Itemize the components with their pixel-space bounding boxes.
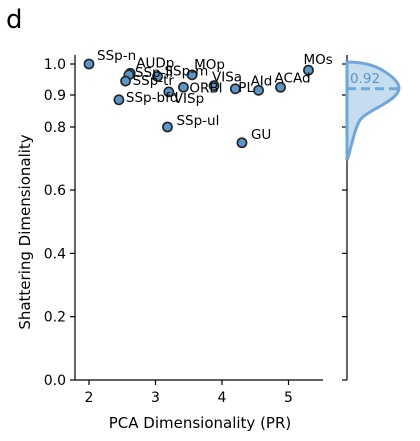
scatter-point [113,94,125,106]
x-tick-label: 2 [85,390,94,406]
y-tick-label: 0.4 [44,246,66,262]
point-label: AUDp [136,55,174,71]
x-tick-label: 5 [284,390,293,406]
x-tick-label: 4 [218,390,227,406]
scatter-point [178,81,189,93]
point-label: GU [251,127,271,143]
y-tick-label: 0.2 [44,310,66,326]
scatter-point [162,121,173,133]
scatter-point [303,64,314,76]
scatter-point [152,71,163,82]
point-label: SSp-ul [176,113,219,129]
density-curve [345,60,401,161]
y-axis-label: Shattering Dimensionality [16,134,34,329]
axes: 0.0 0.2 0.4 0.6 0.8 0.9 1.0 2 3 4 5 [44,55,323,406]
data-points [83,58,314,149]
marginal-density: 0.92 [342,55,401,381]
y-tick-label: 0.0 [44,373,66,389]
point-label: VISa [212,70,242,86]
median-label: 0.92 [350,71,380,87]
x-tick-label: 3 [151,390,160,406]
scatter-point [186,69,198,81]
point-label: SSp-bfd [126,90,178,106]
scatter-point [208,80,220,92]
point-label: SSp-n [97,48,136,64]
scatter-point [83,58,95,70]
point-label: AId [251,73,273,89]
y-tick-label: 1.0 [44,57,66,73]
y-tick-label: 0.9 [44,88,66,104]
x-axis-label: PCA Dimensionality (PR) [109,414,292,432]
y-tick-label: 0.8 [44,120,66,136]
scatter-point [253,84,264,96]
scatter-point [229,83,241,95]
scatter-point [275,81,286,93]
panel-letter: d [6,5,23,35]
point-label: ACAd [275,70,311,86]
point-label: SSp-ll [135,65,173,81]
point-label: VISp [174,91,204,107]
scatter-point [236,137,248,149]
point-label: SSp-tr [133,73,175,89]
point-label: PL [238,80,254,96]
point-label: MOs [303,52,332,68]
point-label: SSp-m [164,63,208,79]
scatter-point [163,86,175,98]
y-tick-label: 0.6 [44,183,66,199]
point-label: ORBl [189,80,222,96]
scatter-point [120,75,131,87]
point-label: MOp [194,57,225,73]
